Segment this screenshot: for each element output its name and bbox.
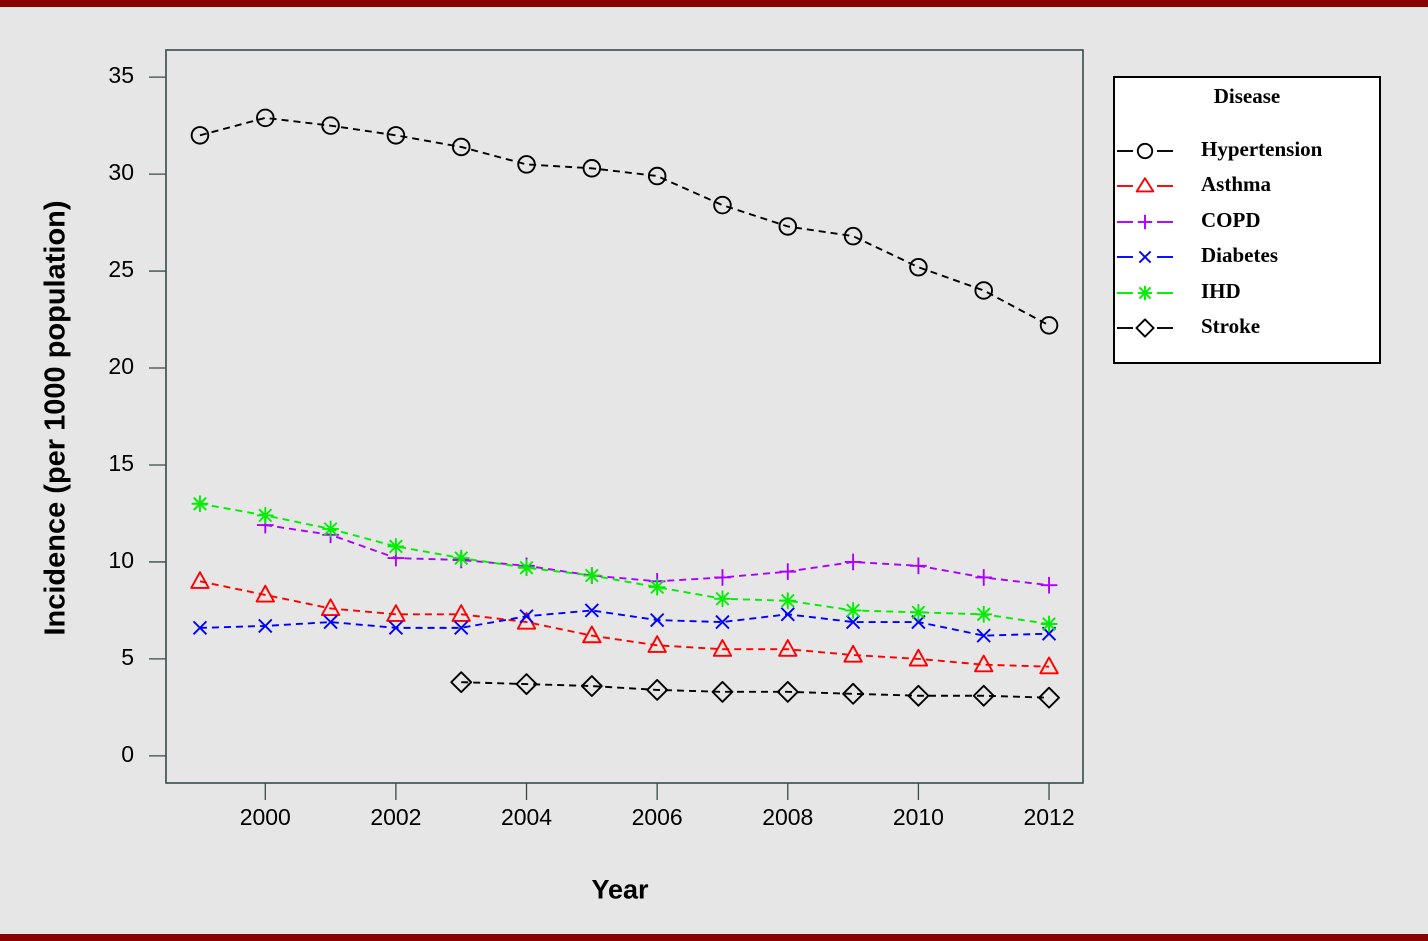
svg-text:20: 20 [108, 353, 134, 379]
svg-text:2006: 2006 [632, 804, 683, 830]
svg-text:35: 35 [108, 62, 134, 88]
svg-text:2012: 2012 [1023, 804, 1074, 830]
svg-text:10: 10 [108, 547, 134, 573]
svg-text:30: 30 [108, 159, 134, 185]
svg-text:2010: 2010 [893, 804, 944, 830]
svg-text:15: 15 [108, 450, 134, 476]
svg-text:25: 25 [108, 256, 134, 282]
svg-text:0: 0 [121, 741, 134, 767]
svg-text:2004: 2004 [501, 804, 552, 830]
svg-text:Hypertension: Hypertension [1201, 137, 1323, 161]
svg-text:2002: 2002 [370, 804, 421, 830]
svg-text:Stroke: Stroke [1201, 314, 1260, 338]
svg-text:Asthma: Asthma [1201, 172, 1272, 196]
svg-text:Diabetes: Diabetes [1201, 243, 1278, 267]
svg-text:COPD: COPD [1201, 208, 1261, 232]
svg-text:Disease: Disease [1214, 84, 1281, 108]
svg-text:2000: 2000 [240, 804, 291, 830]
svg-text:IHD: IHD [1201, 279, 1241, 303]
svg-text:5: 5 [121, 644, 134, 670]
svg-text:2008: 2008 [762, 804, 813, 830]
